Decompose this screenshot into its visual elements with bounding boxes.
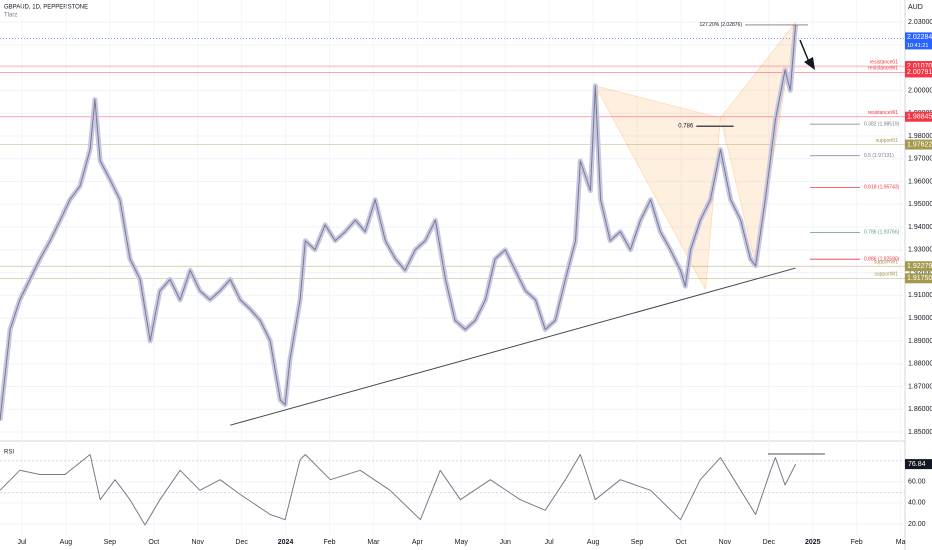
fib-label: 0.886 (1.92590) <box>864 256 900 262</box>
y-tick-label: 1.87000 <box>908 383 932 390</box>
trendline <box>230 267 796 426</box>
x-tick-label: Feb <box>323 539 335 546</box>
x-tick-label: Mar <box>367 539 380 546</box>
x-tick-label: Jul <box>545 539 554 546</box>
y-tick-label: 1.96000 <box>908 178 932 185</box>
level-label: supportW1 <box>874 260 898 266</box>
x-tick-label: Apr <box>412 539 424 546</box>
y-tick-label: 2.00000 <box>908 87 932 94</box>
rsi-value-box <box>905 459 932 470</box>
x-tick-label: Dec <box>763 539 776 546</box>
fib-label: 0.382 (1.98519) <box>864 121 900 127</box>
x-tick-label: Oct <box>676 539 687 546</box>
level-price-label: 1.97622 <box>907 141 932 148</box>
last-price-box <box>905 32 932 50</box>
x-tick-label: Jul <box>17 539 26 546</box>
y-tick-label: 1.98000 <box>908 133 932 140</box>
x-tick-label: Aug <box>587 539 600 546</box>
level-label: support01 <box>876 138 898 144</box>
level-price-box <box>905 139 932 150</box>
level-price-box <box>905 61 932 72</box>
x-tick-label: 2025 <box>805 539 821 546</box>
currency: AUD <box>908 4 923 11</box>
y-tick-label: 1.97000 <box>908 156 932 163</box>
arrow-head <box>804 57 815 70</box>
symbol: GBPAUD, 1D, PEPPERSTONE <box>4 5 88 11</box>
x-tick-label: Sep <box>104 539 117 546</box>
extension-label: 127.20% (2.02876) <box>699 22 742 28</box>
series-line <box>0 454 797 526</box>
x-tick-label: May <box>455 539 469 546</box>
level-label: supportM1 <box>874 272 898 278</box>
x-tick-label: Aug <box>60 539 73 546</box>
x-tick-label: Feb <box>851 539 863 546</box>
level-price-label: 1.98845 <box>907 114 932 121</box>
indicator-name: Tlarz <box>4 13 17 19</box>
y-tick-label: 1.86000 <box>908 406 932 413</box>
y-tick-label: 1.89000 <box>908 338 932 345</box>
y-tick-label: 20.00 <box>908 521 926 528</box>
harmonic-pattern <box>720 21 796 266</box>
fib-label: 0.5 (1.97131) <box>864 153 894 159</box>
last-price-label: 2.02284 <box>907 34 932 41</box>
x-tick-label: Dec <box>235 539 248 546</box>
x-tick-label: Jun <box>500 539 511 546</box>
level-price-box <box>905 111 932 122</box>
rsi-title: RSI <box>4 450 14 456</box>
y-tick-label: 60.00 <box>908 479 926 486</box>
pattern-ratio-label: 0.786 <box>678 124 694 130</box>
y-tick-label: 1.93000 <box>908 247 932 254</box>
x-tick-label: 2024 <box>278 539 294 546</box>
y-tick-label: 1.92000 <box>908 269 932 276</box>
harmonic-pattern <box>594 85 721 291</box>
x-tick-label: Oct <box>148 539 159 546</box>
level-label: resistance01 <box>870 59 899 65</box>
arrow <box>799 39 810 63</box>
y-tick-label: 1.85000 <box>908 429 932 436</box>
level-price-label: 2.00791 <box>907 69 932 76</box>
level-price-box <box>905 67 932 78</box>
y-tick-label: 1.95000 <box>908 201 932 208</box>
y-tick-label: 1.91000 <box>908 292 932 299</box>
x-tick-label: Nov <box>719 539 732 546</box>
y-tick-label: 1.94000 <box>908 224 932 231</box>
fib-label: 0.786 (1.93766) <box>864 230 900 236</box>
level-label: resistanceW1 <box>868 110 899 116</box>
x-tick-label: Nov <box>191 539 204 546</box>
countdown: 10:41:21 <box>907 43 928 49</box>
level-label: resistanceM1 <box>868 66 898 72</box>
x-tick-label: Sep <box>631 539 644 546</box>
y-tick-label: 1.90000 <box>908 315 932 322</box>
level-price-box <box>905 261 932 272</box>
level-price-box <box>905 273 932 284</box>
level-price-label: 1.92279 <box>907 263 932 270</box>
y-tick-label: 40.00 <box>908 500 926 507</box>
level-price-label: 1.91750 <box>907 275 932 282</box>
level-price-label: 2.01070 <box>907 63 932 70</box>
fib-label: 0.618 (1.95743) <box>864 185 900 191</box>
y-tick-label: 2.03000 <box>908 19 932 26</box>
x-tick-label: Ma <box>896 539 906 546</box>
y-tick-label: 1.88000 <box>908 361 932 368</box>
series-line <box>0 24 797 421</box>
rsi-value-label: 76.84 <box>908 461 926 468</box>
